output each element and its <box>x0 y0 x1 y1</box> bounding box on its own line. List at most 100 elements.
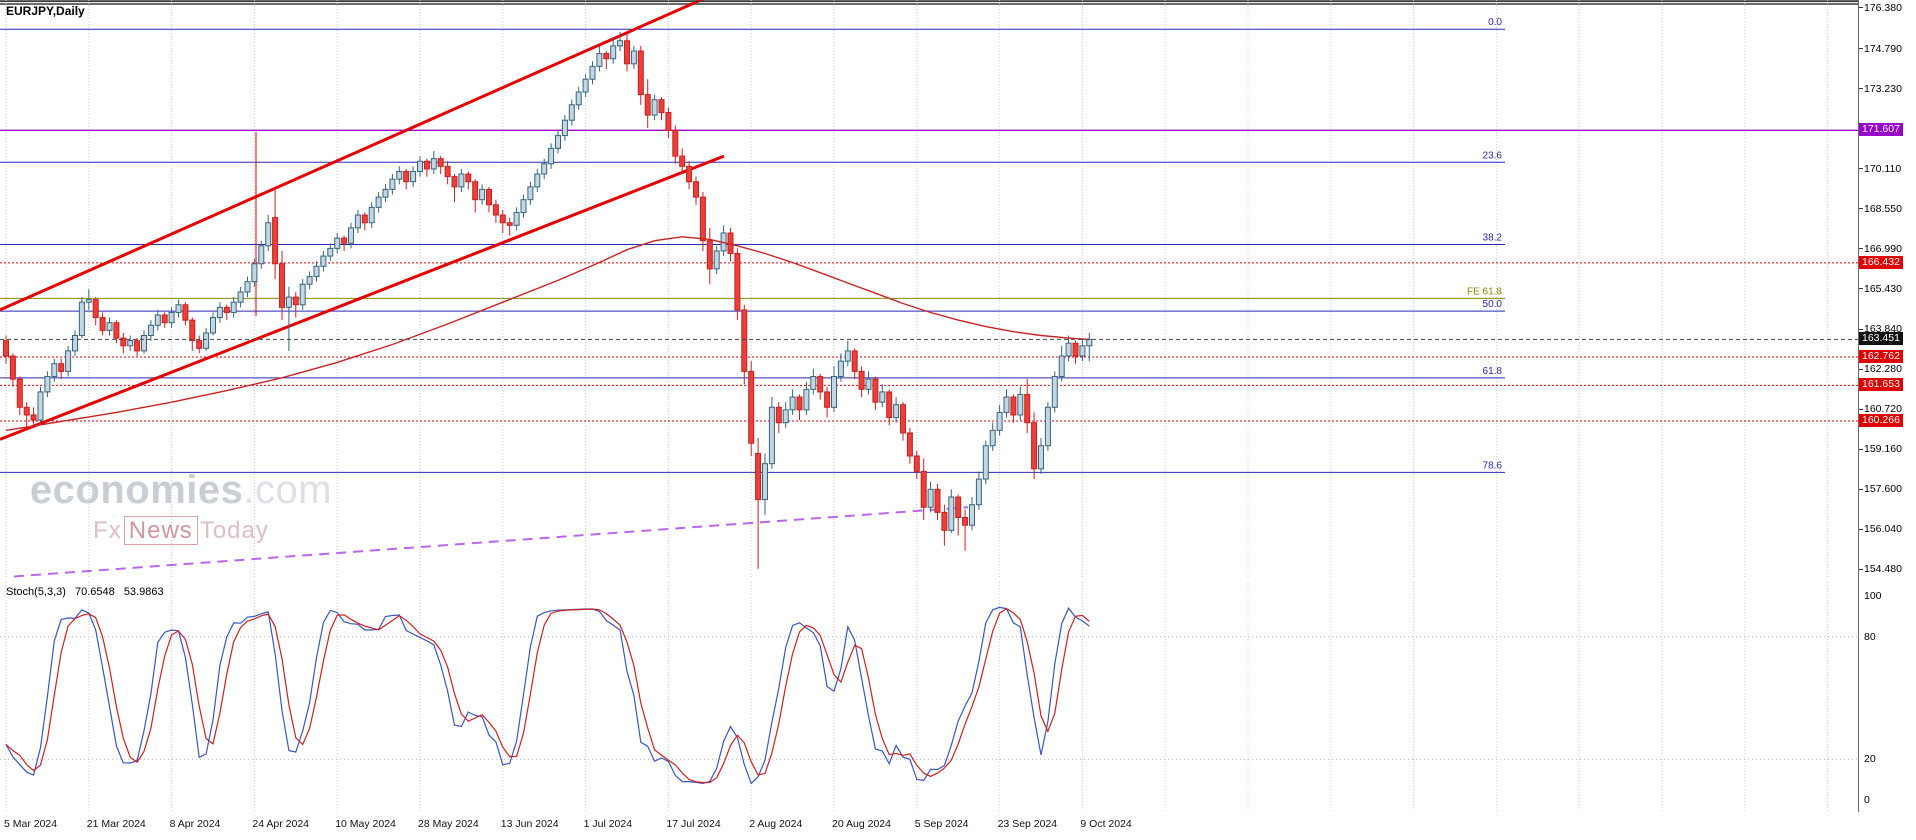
panel-separator[interactable] <box>0 0 1916 4</box>
candle-body <box>520 199 527 213</box>
price-axis-label: 157.600 <box>1864 483 1902 496</box>
candle-body <box>30 414 37 421</box>
candle-body <box>189 319 196 342</box>
candle-body <box>375 196 382 208</box>
price-tag: 163.451 <box>1859 332 1903 346</box>
candle-body <box>886 391 893 419</box>
price-axis-tick <box>1859 568 1863 570</box>
price-axis-label: 160.720 <box>1864 403 1902 416</box>
candle-body <box>996 411 1003 431</box>
price-axis-tick <box>1859 328 1863 330</box>
candle-body <box>934 488 941 513</box>
candle-body <box>555 135 561 149</box>
candle-body <box>196 340 203 349</box>
time-axis[interactable]: 5 Mar 2024 21 Mar 2024 8 Apr 2024 24 Apr 20… <box>0 813 1916 840</box>
candle-body <box>472 181 479 201</box>
candle-body <box>58 363 65 372</box>
candle-body <box>320 255 327 267</box>
candle-body <box>292 296 299 306</box>
candle-body <box>444 165 451 178</box>
candle-body <box>430 158 437 170</box>
candle-body <box>65 350 72 372</box>
indicator-axis-label: 100 <box>1864 590 1882 602</box>
candle-body <box>258 245 265 265</box>
candle-body <box>210 317 216 334</box>
candle-body <box>141 335 147 352</box>
candle-body <box>762 463 768 501</box>
date-axis-label: 8 Apr 2024 <box>169 818 221 830</box>
candle-body <box>658 99 665 114</box>
date-axis-label: 1 Jul 2024 <box>583 818 633 830</box>
indicator-label: Stoch(5,3,3) 70.6548 53.9863 <box>6 586 170 598</box>
fib-level-label: 0.0 <box>1488 17 1502 28</box>
candle-body <box>975 478 982 506</box>
candle-body <box>561 119 568 137</box>
channel-trendline[interactable] <box>0 154 725 441</box>
date-axis-label: 21 Mar 2024 <box>86 818 146 830</box>
candle-body <box>810 376 817 390</box>
date-axis-label: 24 Apr 2024 <box>252 818 310 830</box>
candle-body <box>334 237 341 249</box>
price-axis-label: 174.790 <box>1864 42 1902 55</box>
stochastic-panel-canvas[interactable] <box>0 582 1858 812</box>
price-axis-tick <box>1859 7 1863 9</box>
candle-body <box>9 355 16 380</box>
fib-level-label: 78.6 <box>1483 460 1503 471</box>
price-axis-label: 159.160 <box>1864 443 1902 456</box>
candle-body <box>858 370 865 390</box>
dashed-trendline[interactable] <box>13 506 969 578</box>
fib-level-label: 50.0 <box>1483 299 1503 310</box>
candle-body <box>272 217 279 265</box>
candle-body <box>223 306 230 313</box>
stoch-d-line <box>5 607 1090 784</box>
candle-body <box>361 214 368 224</box>
candle-body <box>147 324 154 337</box>
candle-body <box>382 188 389 198</box>
date-axis-label: 17 Jul 2024 <box>666 818 721 830</box>
candle-body <box>534 173 541 188</box>
candle-body <box>513 211 520 226</box>
candle-body <box>423 160 430 170</box>
candle-body <box>693 181 699 198</box>
candle-body <box>665 112 672 131</box>
indicator-value-d: 53.9863 <box>123 586 164 598</box>
candle-body <box>85 299 92 303</box>
price-axis[interactable]: 176.380 174.790 173.230 170.110 168.550 166.9… <box>1859 0 1916 812</box>
candle-body <box>486 188 492 206</box>
candle-body <box>879 391 886 403</box>
candle-body <box>299 283 306 306</box>
price-axis-border <box>1858 0 1859 812</box>
candle-body <box>1038 445 1044 470</box>
candle-body <box>741 309 748 372</box>
candle-body <box>603 53 610 60</box>
candle-body <box>168 311 175 324</box>
indicator-axis-label: 80 <box>1864 630 1876 643</box>
candle-body <box>1086 338 1093 347</box>
candle-body <box>644 94 651 116</box>
candle-body <box>755 452 762 501</box>
candle-body <box>92 299 99 319</box>
channel-trendline[interactable] <box>0 0 716 312</box>
candle-body <box>182 304 189 321</box>
fib-level-label: 38.2 <box>1483 233 1503 244</box>
candle-body <box>699 196 706 242</box>
main-chart-canvas[interactable]: 0.0 23.6 38.2 50.0 61.8 78.6 FE 61.8 <box>0 0 1858 578</box>
candle-body <box>872 378 879 403</box>
candle-body <box>99 317 106 331</box>
date-axis-label: 5 Sep 2024 <box>914 818 969 830</box>
candle-body <box>527 186 534 201</box>
candle-body <box>782 409 789 424</box>
candle-body <box>306 276 313 285</box>
price-axis-label: 165.430 <box>1864 282 1902 295</box>
date-axis-label: 13 Jun 2024 <box>500 818 559 830</box>
candle-body <box>499 214 506 224</box>
candle-body <box>506 222 513 226</box>
date-axis-label: 20 Aug 2024 <box>832 818 891 830</box>
candle-body <box>479 188 486 201</box>
candle-body <box>906 432 913 457</box>
candle-body <box>1058 355 1065 378</box>
candle-body <box>1031 422 1038 470</box>
candle-body <box>78 301 85 337</box>
candle-body <box>396 170 403 180</box>
